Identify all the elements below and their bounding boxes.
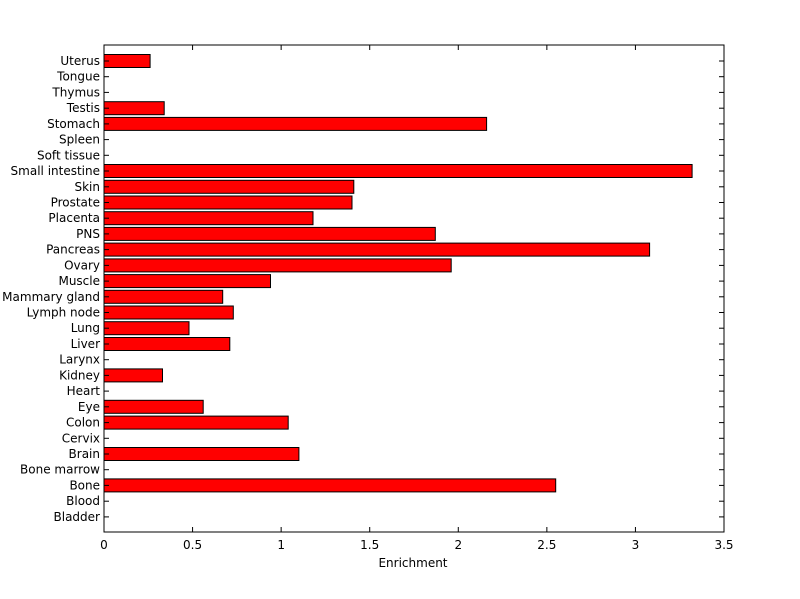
x-tick-label: 2.5 <box>537 538 556 552</box>
y-tick-label: Cervix <box>62 431 100 445</box>
y-tick-label: Small intestine <box>11 164 100 178</box>
x-axis: 0 0.5 1 1.5 2 2.5 3 3.5 <box>100 45 734 552</box>
y-tick-label: Spleen <box>59 133 100 147</box>
x-tick-label: 1 <box>277 538 285 552</box>
plot-frame <box>103 44 725 533</box>
y-tick-label: Eye <box>78 400 100 414</box>
bar <box>103 337 231 351</box>
y-tick-label: Tongue <box>56 70 100 84</box>
x-tick-label: 3 <box>632 538 640 552</box>
y-tick-label: Stomach <box>47 117 100 131</box>
y-tick-label: Liver <box>71 337 101 351</box>
bar <box>103 195 353 210</box>
bar <box>103 321 190 336</box>
y-tick-label: Prostate <box>51 196 100 210</box>
y-tick-label: Placenta <box>48 211 100 225</box>
y-tick-label: Ovary <box>64 258 100 272</box>
bar <box>103 226 436 241</box>
y-tick-label: Testis <box>66 101 100 115</box>
y-tick-label: Pancreas <box>46 243 100 257</box>
bar <box>103 399 204 414</box>
x-axis-label: Enrichment <box>378 556 447 570</box>
y-tick-label: Kidney <box>59 368 100 382</box>
bar <box>103 179 355 194</box>
bar <box>103 164 693 178</box>
y-tick-label: Lymph node <box>27 306 100 320</box>
y-tick-label: Blood <box>66 494 100 508</box>
bar <box>103 274 271 289</box>
bar <box>103 101 165 116</box>
y-tick-label: Muscle <box>58 274 100 288</box>
y-tick-label: Larynx <box>59 353 100 367</box>
x-tick-label: 3.5 <box>714 538 733 552</box>
y-tick-label: Heart <box>67 384 101 398</box>
bar <box>103 116 488 131</box>
bar <box>103 289 224 304</box>
y-tick-label: Brain <box>69 447 100 461</box>
y-tick-label: Lung <box>71 321 100 335</box>
y-tick-label: Colon <box>66 416 100 430</box>
bar <box>103 258 452 273</box>
bar <box>103 305 234 320</box>
y-tick-label: Skin <box>74 180 100 194</box>
y-tick-label: Bone <box>69 478 100 492</box>
bar <box>103 242 651 257</box>
y-tick-label: Mammary gland <box>2 290 100 304</box>
y-tick-label: Bladder <box>54 510 101 524</box>
bar <box>103 447 300 461</box>
y-tick-label: Soft tissue <box>37 148 100 162</box>
x-tick-label: 2 <box>454 538 462 552</box>
x-tick-label: 0 <box>100 538 108 552</box>
y-tick-label: Uterus <box>60 54 100 68</box>
bar <box>103 368 163 383</box>
x-tick-label: 0.5 <box>183 538 202 552</box>
bar <box>103 54 151 68</box>
y-tick-label: Thymus <box>51 85 100 99</box>
bar <box>103 478 557 493</box>
bar <box>103 415 289 430</box>
bars-group <box>103 54 693 493</box>
y-tick-label: Bone marrow <box>20 463 100 477</box>
bar <box>103 211 314 226</box>
x-tick-label: 1.5 <box>360 538 379 552</box>
y-tick-label: PNS <box>76 227 100 241</box>
